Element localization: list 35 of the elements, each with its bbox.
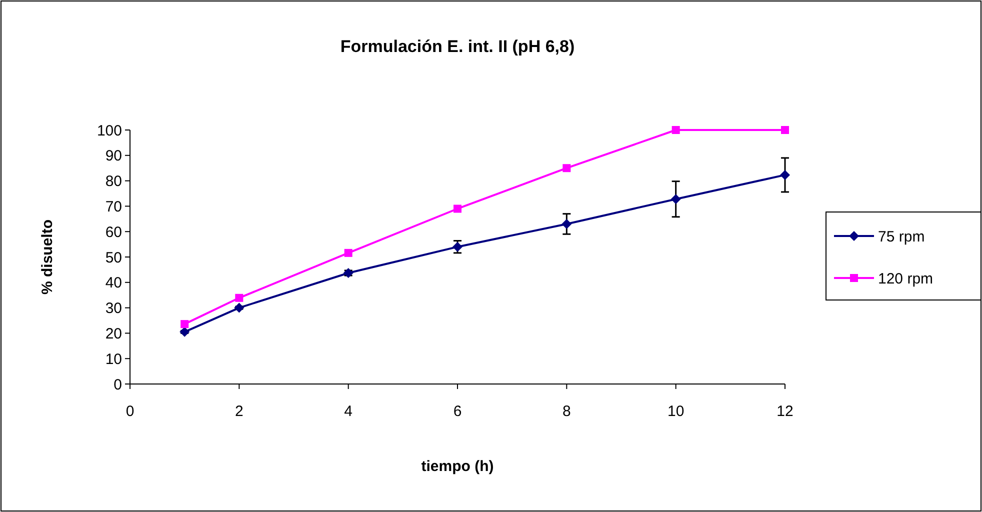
point [344, 248, 352, 257]
point [781, 126, 789, 134]
y-tick-label: 100 [96, 122, 122, 140]
y-tick-label: 80 [105, 173, 122, 190]
point [454, 204, 462, 213]
x-tick-label: 6 [453, 403, 462, 420]
y-tick-label: 90 [105, 148, 122, 165]
x-tick-label: 12 [776, 403, 794, 420]
y-tick-label: 50 [105, 249, 122, 266]
x-tick-label: 4 [344, 403, 353, 420]
point [780, 170, 790, 180]
point [670, 194, 681, 204]
x-tick-label: 8 [562, 403, 571, 420]
point [234, 302, 244, 313]
x-tick-label: 2 [234, 403, 244, 420]
point [562, 218, 572, 229]
legend-label: 75 rpm [878, 228, 925, 246]
y-tick-label: 10 [105, 350, 122, 368]
x-tick-label: 0 [126, 403, 134, 420]
point [562, 164, 571, 172]
y-tick-label: 0 [114, 376, 122, 394]
x-tick-label: 10 [667, 403, 684, 420]
point [235, 294, 244, 302]
x-axis-title: tiempo (h) [421, 458, 494, 475]
y-tick-label: 20 [105, 325, 122, 342]
chart-title: Formulación E. int. II (pH 6,8) [340, 37, 575, 56]
y-tick-label: 40 [105, 274, 122, 292]
point [180, 320, 189, 328]
point [180, 326, 190, 337]
point [672, 126, 680, 134]
y-tick-label: 70 [105, 198, 122, 216]
y-tick-label: 30 [105, 300, 122, 318]
legend-label: 120 rpm [878, 270, 934, 288]
y-tick-label: 60 [105, 224, 122, 241]
y-axis-title: % disuelto [39, 219, 56, 295]
